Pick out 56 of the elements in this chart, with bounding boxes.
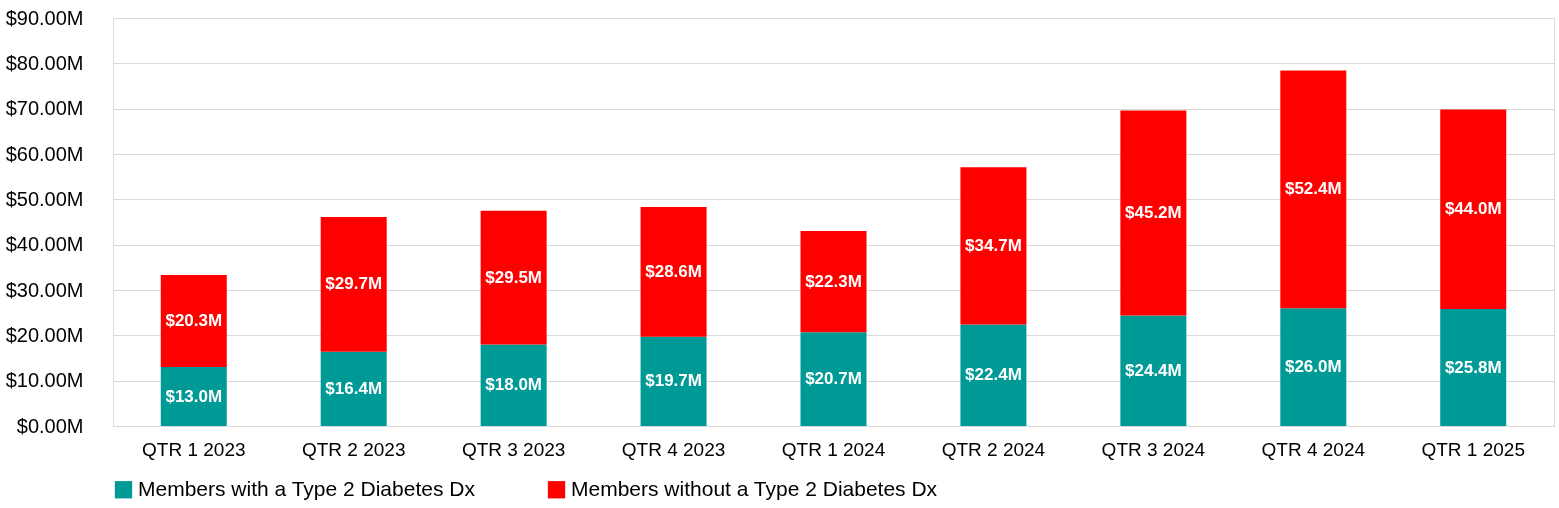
data-label: $16.4M [325, 378, 383, 398]
data-label: $20.3M [165, 311, 223, 331]
data-label: $52.4M [1284, 179, 1342, 199]
x-tick-label: QTR 2 2023 [301, 438, 406, 460]
x-tick-label: QTR 1 2023 [142, 438, 246, 460]
x-tick-label: QTR 3 2024 [1101, 438, 1206, 460]
x-tick-label: QTR 3 2023 [461, 438, 566, 460]
bar [480, 344, 547, 426]
data-label: $19.7M [645, 371, 702, 391]
bar [960, 167, 1027, 325]
bar [1440, 309, 1507, 426]
x-tick-label: QTR 2 2024 [941, 438, 1046, 460]
x-tick-label: QTR 1 2024 [781, 438, 886, 460]
data-label: $28.6M [645, 261, 702, 281]
data-label: $29.7M [325, 274, 383, 294]
bar [960, 324, 1027, 426]
bar [320, 217, 387, 352]
data-label: $20.7M [805, 369, 862, 389]
data-label: $24.4M [1125, 360, 1182, 380]
bar [640, 207, 707, 337]
y-tick-label: $70.00M [5, 97, 84, 120]
y-tick-label: $80.00M [5, 51, 84, 74]
bar [1120, 315, 1187, 426]
data-label: $22.4M [965, 365, 1022, 385]
bar [1280, 70, 1347, 309]
bar [800, 231, 867, 333]
bar [800, 332, 867, 426]
bar [480, 210, 547, 345]
bar [1280, 308, 1347, 426]
x-tick-label: QTR 4 2023 [621, 438, 726, 460]
legend-label: Members without a Type 2 Diabetes Dx [571, 476, 938, 500]
data-label: $45.2M [1125, 202, 1182, 222]
legend-label: Members with a Type 2 Diabetes Dx [138, 476, 476, 500]
bar [640, 336, 707, 426]
data-label: $22.3M [805, 271, 862, 291]
bar [1440, 109, 1507, 310]
y-tick-label: $90.00M [5, 6, 84, 29]
y-tick-label: $40.00M [5, 233, 84, 256]
y-tick-label: $10.00M [5, 369, 84, 392]
y-tick-label: $0.00M [16, 414, 84, 437]
data-label: $26.0M [1284, 357, 1342, 377]
data-label: $44.0M [1444, 199, 1502, 219]
y-tick-label: $50.00M [5, 187, 84, 210]
data-label: $13.0M [165, 386, 223, 406]
y-tick-label: $60.00M [5, 142, 84, 165]
x-tick-label: QTR 1 2025 [1421, 438, 1525, 460]
y-tick-label: $30.00M [5, 278, 84, 301]
y-tick-label: $20.00M [5, 323, 84, 346]
data-label: $18.0M [485, 375, 542, 395]
data-label: $29.5M [485, 267, 542, 287]
bar [320, 351, 387, 426]
x-tick-label: QTR 4 2024 [1261, 438, 1366, 460]
data-label: $34.7M [965, 235, 1022, 255]
bar [160, 275, 227, 368]
data-label: $25.8M [1444, 357, 1502, 377]
bar [1120, 110, 1187, 316]
